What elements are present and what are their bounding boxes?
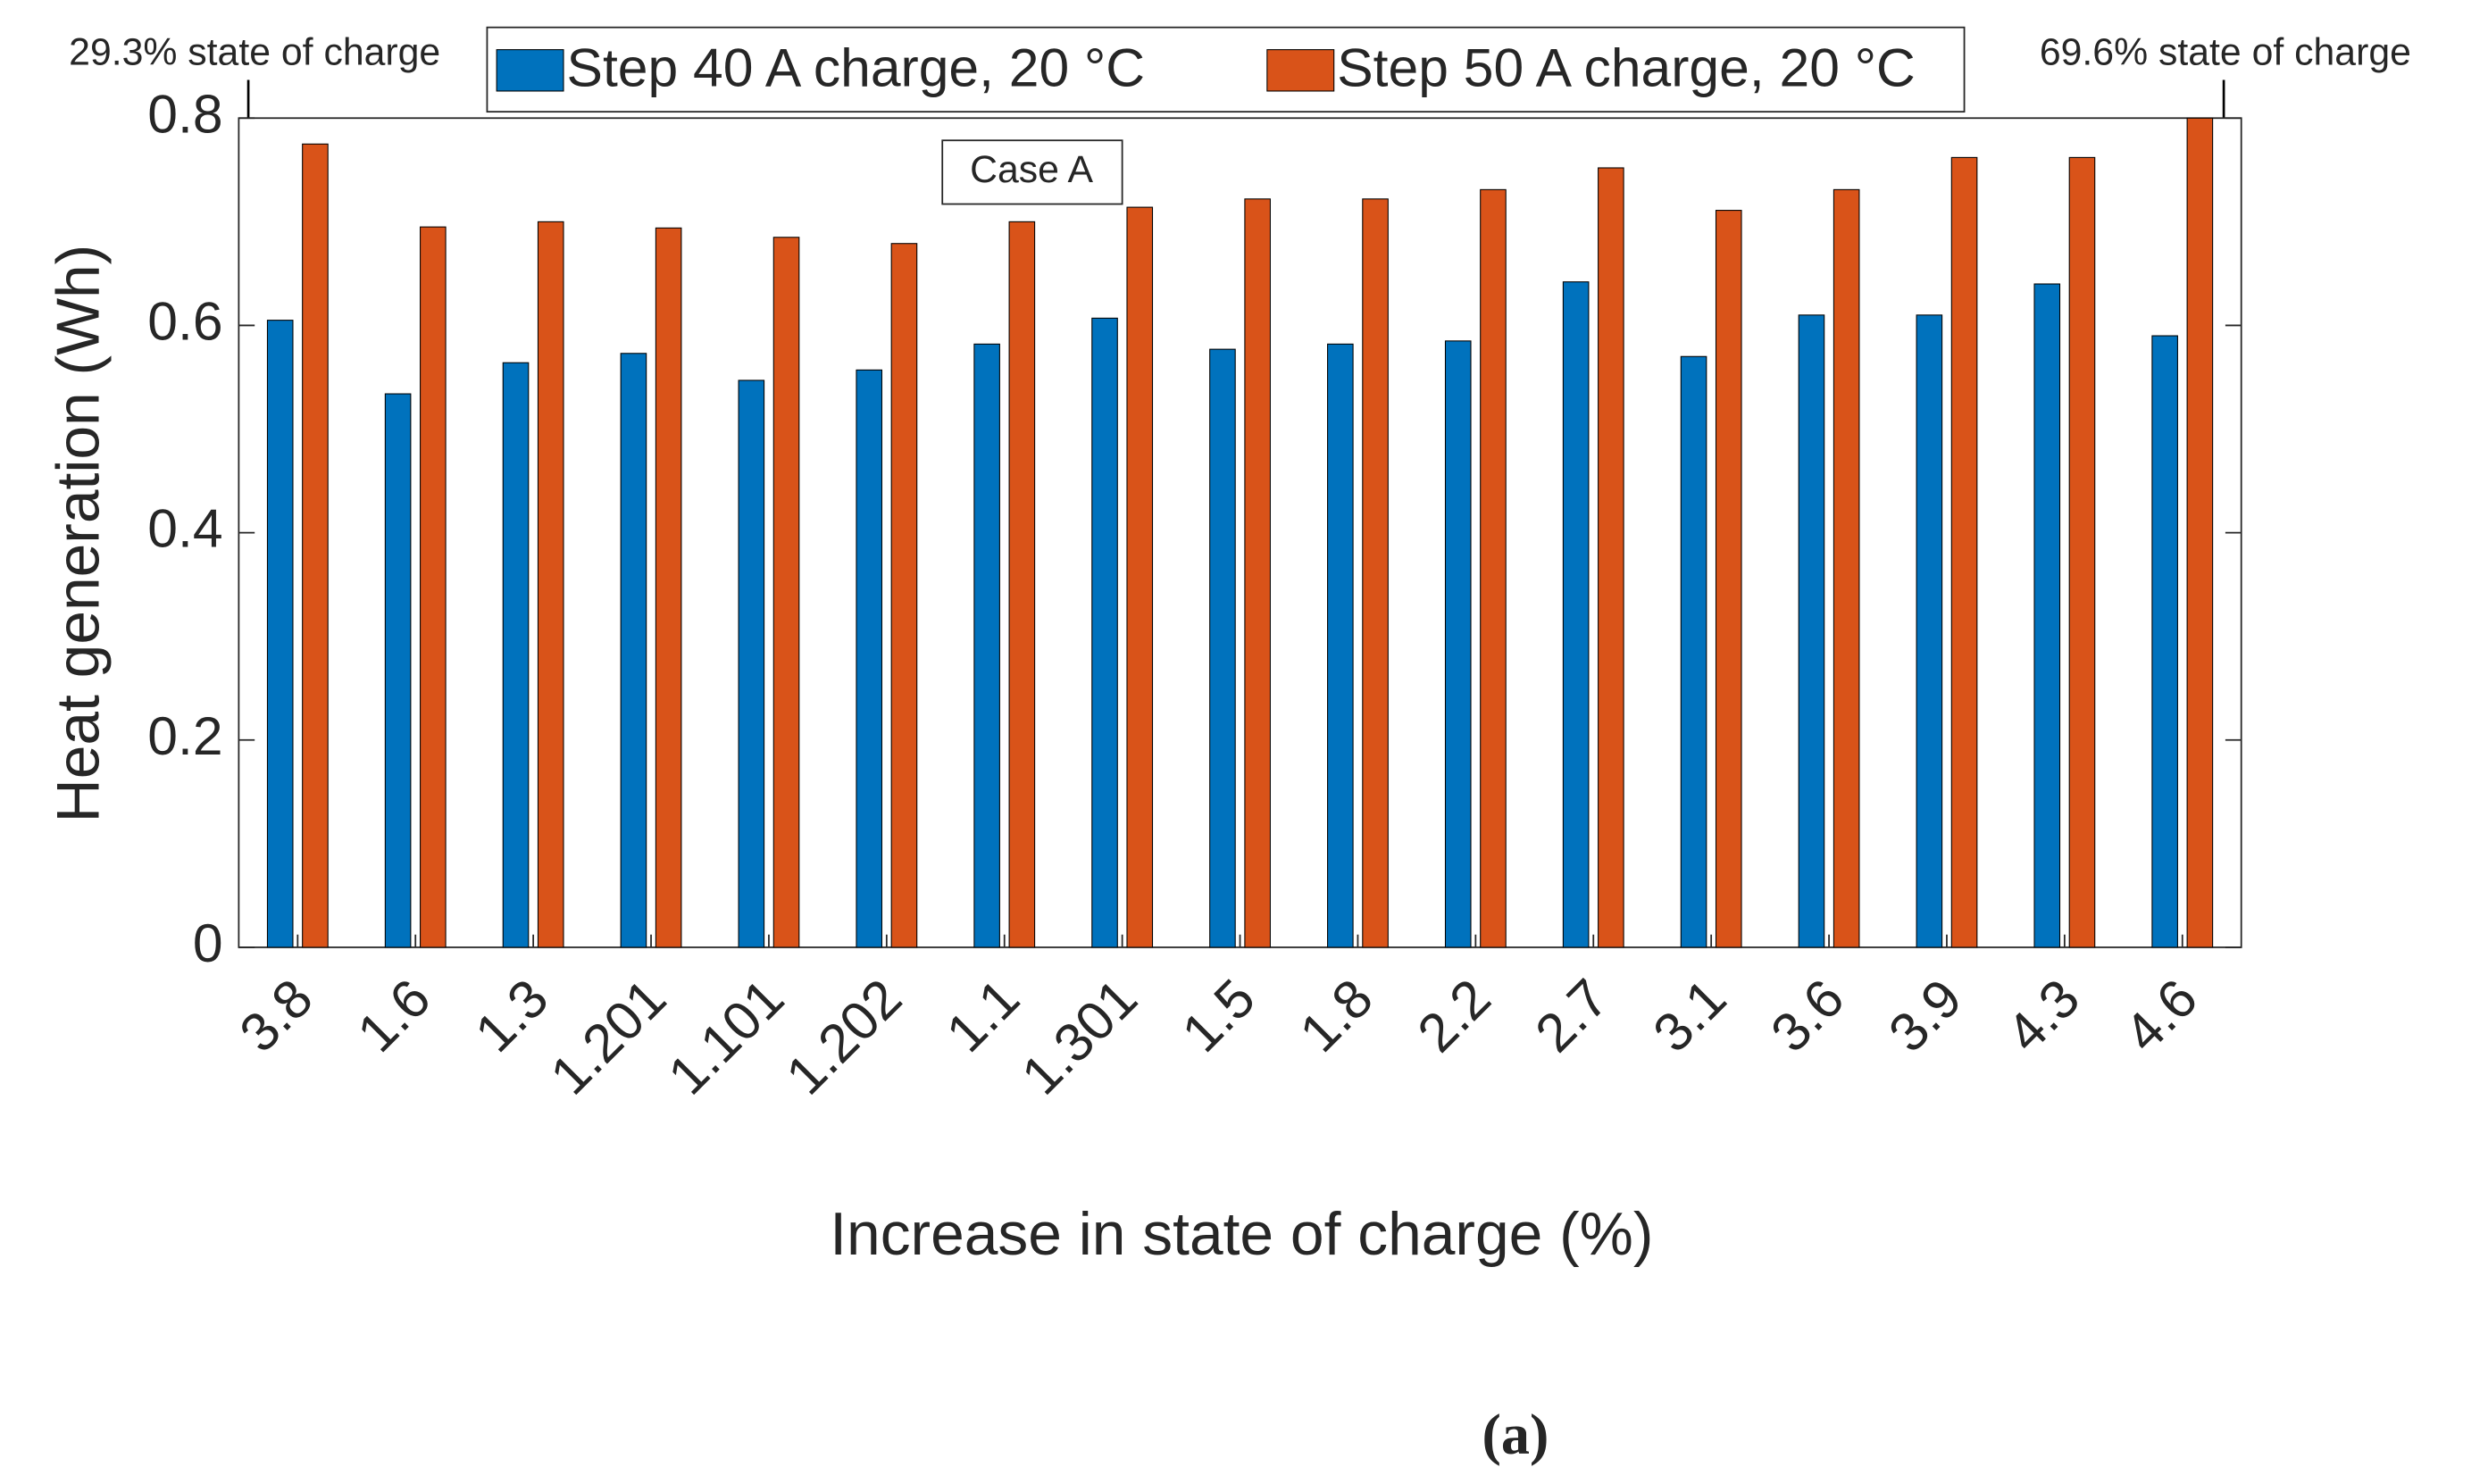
x-tick-label: 1.101 <box>656 967 795 1105</box>
bar <box>1327 343 1354 948</box>
x-tick-label: 3.9 <box>1877 967 1974 1063</box>
bar <box>502 362 530 948</box>
bar <box>1798 314 1825 948</box>
bar <box>1444 340 1472 948</box>
x-tick-label: 3.1 <box>1641 967 1738 1063</box>
caption: (a) <box>1482 1403 1549 1466</box>
bar <box>1480 188 1507 948</box>
x-tick-label: 1.8 <box>1288 967 1384 1063</box>
x-tick-label: 4.6 <box>2113 967 2209 1063</box>
x-tick-label: 1.202 <box>774 967 913 1105</box>
bar <box>266 320 294 948</box>
y-tick-label: 0.2 <box>147 705 222 766</box>
x-axis-label: Increase in state of charge (%) <box>830 1201 1653 1268</box>
annotation: Case A <box>970 148 1093 191</box>
legend-label: Step 50 A charge, 20 °C <box>1337 38 1915 98</box>
bar <box>738 379 765 948</box>
annotation-box <box>941 139 1123 205</box>
y-tick-label: 0.6 <box>147 290 222 351</box>
x-tick-label: 1.1 <box>935 967 1031 1063</box>
x-tick-label: 4.3 <box>1995 967 2091 1063</box>
bar <box>302 143 329 948</box>
bar <box>1008 221 1036 948</box>
bar <box>1950 156 1978 948</box>
bar <box>772 237 800 948</box>
bar <box>2033 283 2061 948</box>
legend-swatch <box>496 49 564 92</box>
bar <box>2068 156 2096 948</box>
bar <box>655 227 682 948</box>
legend-swatch <box>1266 49 1335 92</box>
legend-label: Step 40 A charge, 20 °C <box>567 38 1145 98</box>
bar <box>1715 210 1742 948</box>
bar <box>2151 335 2178 948</box>
x-tick-label: 3.6 <box>1759 967 1856 1063</box>
bar <box>420 226 447 948</box>
y-tick-label: 0.4 <box>147 498 222 559</box>
y-tick-label: 0.8 <box>147 83 222 144</box>
x-tick-label: 1.6 <box>346 967 442 1063</box>
bar <box>1244 198 1271 948</box>
x-tick-label: 2.7 <box>1524 967 1620 1063</box>
y-axis-label: Heat generation (Wh) <box>46 245 113 822</box>
bar <box>1126 206 1154 948</box>
x-tick-label: 1.5 <box>1170 967 1266 1063</box>
bar <box>1091 317 1118 948</box>
bar <box>890 243 918 948</box>
bar <box>620 353 647 948</box>
bar <box>384 393 412 948</box>
bar <box>1598 167 1624 948</box>
annotation: 69.6% state of charge <box>2040 30 2411 73</box>
x-tick-label: 1.201 <box>539 967 677 1105</box>
bar <box>1833 188 1860 948</box>
bar <box>973 343 1000 948</box>
bar <box>1916 314 1943 948</box>
x-tick-label: 2.2 <box>1406 967 1502 1063</box>
bar <box>1562 281 1590 948</box>
bar <box>1209 348 1236 948</box>
y-tick-label: 0 <box>193 913 223 973</box>
x-tick-label: 1.301 <box>1010 967 1148 1105</box>
legend-box <box>486 26 1966 113</box>
annotation: 29.3% state of charge <box>69 30 440 73</box>
x-tick-label: 3.8 <box>228 967 324 1063</box>
bar <box>2186 117 2214 948</box>
plot-area <box>238 117 2242 948</box>
bar <box>537 221 564 948</box>
x-tick-label: 1.3 <box>463 967 560 1063</box>
bar <box>1680 355 1707 948</box>
bar <box>1362 198 1389 948</box>
bar <box>856 369 883 948</box>
